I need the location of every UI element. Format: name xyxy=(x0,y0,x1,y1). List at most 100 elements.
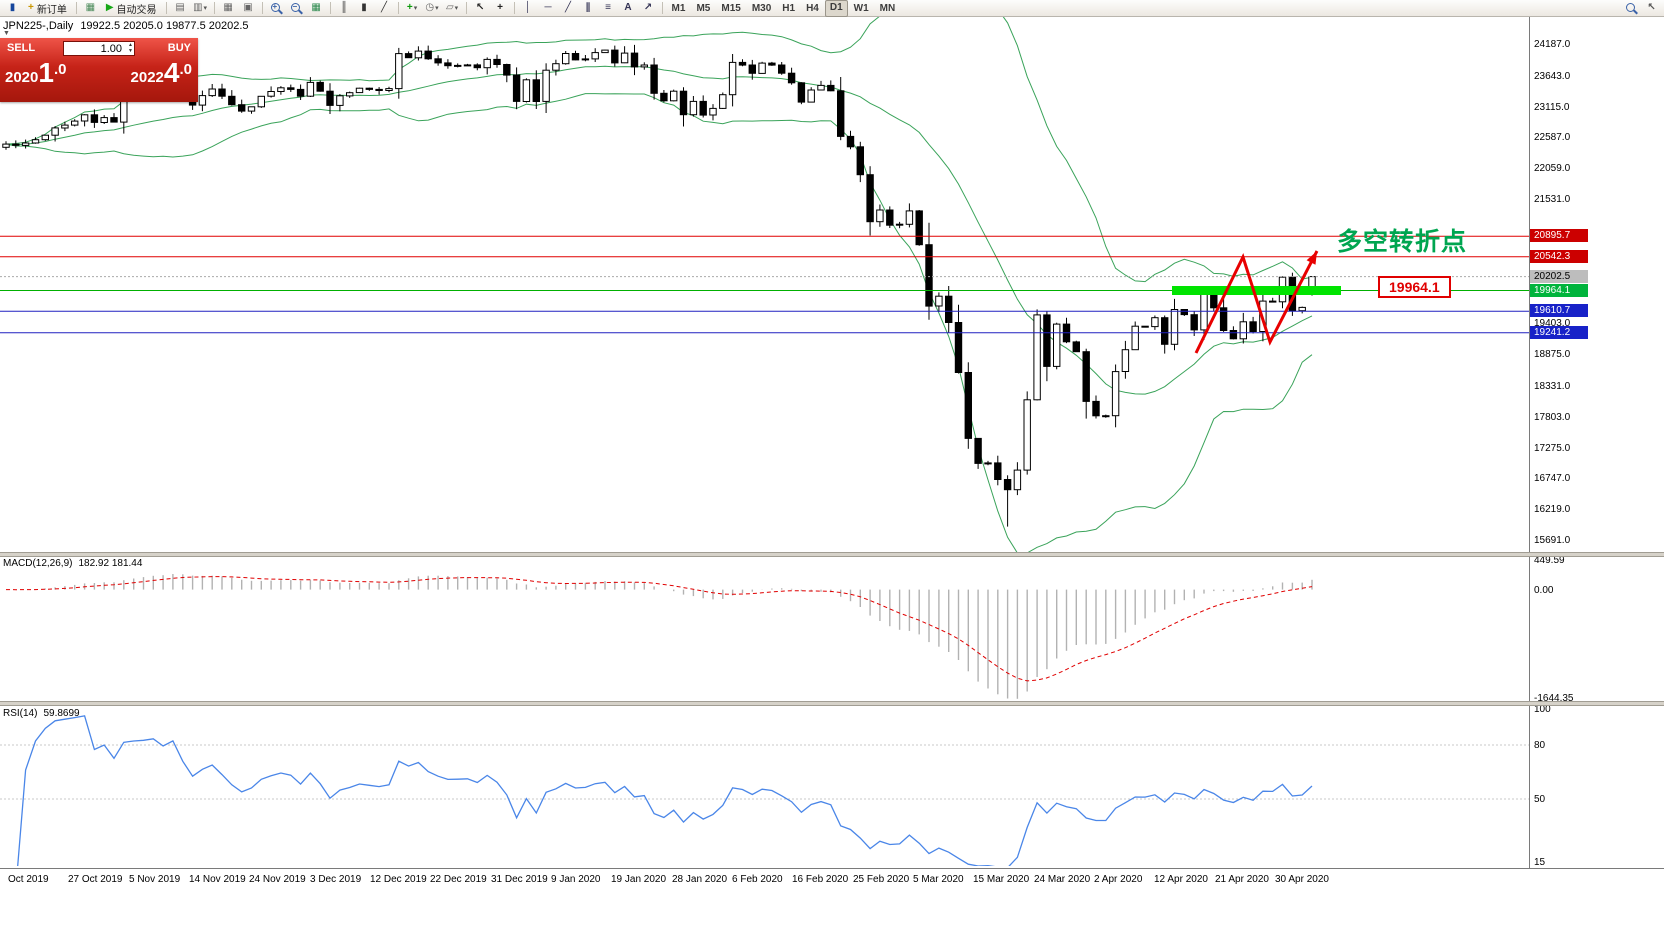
pane-splitter-macd[interactable] xyxy=(0,552,1664,557)
templates-icon[interactable]: ▱ ▾ xyxy=(443,1,462,16)
date-axis-label: 30 Apr 2020 xyxy=(1275,874,1329,885)
text-tool-icon[interactable]: A xyxy=(619,1,638,16)
timeframe-button-H1[interactable]: H1 xyxy=(782,2,796,14)
price-axis-label: 15691.0 xyxy=(1534,535,1571,546)
candles-series xyxy=(2,44,1316,527)
period-clock-icon: ◷ xyxy=(425,2,435,13)
pane-splitter-rsi[interactable] xyxy=(0,701,1664,706)
timeframe-button-M30[interactable]: M30 xyxy=(751,2,772,14)
date-axis-label: 28 Jan 2020 xyxy=(672,874,728,885)
rsi-line xyxy=(17,715,1313,866)
add-indicator-icon[interactable]: + ▾ xyxy=(403,1,422,16)
crosshair-icon[interactable]: + xyxy=(491,1,510,16)
volume-input[interactable]: 1.00 ▲ ▼ xyxy=(63,41,135,56)
autotrading-button[interactable]: ▶ 自动交易 xyxy=(101,1,162,16)
bollinger-upper-band xyxy=(5,17,1313,283)
zoom-out-icon[interactable]: − xyxy=(287,1,306,16)
annotation-green-band[interactable] xyxy=(1172,286,1341,295)
date-axis-label: 22 Dec 2019 xyxy=(430,874,487,885)
macd-values: 182.92 181.44 xyxy=(78,558,143,569)
date-axis-label: 9 Jan 2020 xyxy=(551,874,601,885)
main-toolbar: ▮ + 新订单 ▦ ▶ 自动交易 ▤ ▥ ▾ ▦ ▣ + − ▦ ║ ▮ ╱ + ▾ ◷ ▾ ▱ ▾ ↖ + │ ─ ╱ ∥ ≡ A ↗ M1 M… xyxy=(0,0,1664,17)
date-axis-label: 14 Nov 2019 xyxy=(189,874,246,885)
price-axis-label: 23115.0 xyxy=(1534,102,1570,113)
cascade-windows-icon[interactable]: ▣ xyxy=(239,1,258,16)
rsi-axis-label: 50 xyxy=(1534,794,1546,805)
date-axis-label: 25 Feb 2020 xyxy=(853,874,910,885)
one-click-top-row: SELL 1.00 ▲ ▼ BUY xyxy=(0,38,198,58)
price-axis[interactable]: 24187.0 23643.0 23115.0 22587.0 22059.0 21531… xyxy=(1529,17,1664,868)
price-chart-pane[interactable] xyxy=(0,17,1529,553)
indicator-list-icon[interactable]: ▦ xyxy=(81,1,100,16)
crosshair-icon: + xyxy=(497,2,503,13)
new-order-button[interactable]: + 新订单 xyxy=(23,1,72,16)
volume-stepper[interactable]: ▲ ▼ xyxy=(128,42,133,54)
cursor-icon[interactable]: ↖ xyxy=(471,1,490,16)
auto-arrange-icon[interactable]: ▦ xyxy=(307,1,326,16)
candlestick-chart-icon[interactable]: ▮ xyxy=(355,1,374,16)
timeframe-button-M15[interactable]: M15 xyxy=(721,2,741,14)
period-clock-icon[interactable]: ◷ ▾ xyxy=(423,1,442,16)
vertical-line-icon[interactable]: │ xyxy=(519,1,538,16)
time-axis[interactable]: Oct 2019 27 Oct 2019 5 Nov 2019 14 Nov 2019… xyxy=(0,868,1664,891)
price-tag-19610.7: 19610.7 xyxy=(1530,304,1588,317)
add-indicator-icon: + xyxy=(406,2,413,13)
quick-search-icon[interactable] xyxy=(1622,1,1641,16)
timeframe-button-M5[interactable]: M5 xyxy=(696,2,711,14)
buy-button[interactable]: 20224.0 xyxy=(130,57,192,88)
trendline-icon[interactable]: ╱ xyxy=(559,1,578,16)
line-chart-icon[interactable]: ╱ xyxy=(375,1,394,16)
arrows-tool-icon: ↗ xyxy=(643,2,653,13)
pointer-icon[interactable]: ↖ xyxy=(1642,1,1661,16)
sell-button[interactable]: 20201.0 xyxy=(5,57,67,88)
price-axis-label: 22587.0 xyxy=(1534,132,1571,143)
buy-label: BUY xyxy=(167,42,191,54)
chart-window[interactable]: JPN225-,Daily 19922.5 20205.0 19877.5 202… xyxy=(0,17,1664,940)
timeframe-button-H4[interactable]: H4 xyxy=(806,2,819,14)
macd-header: MACD(12,26,9) 182.92 181.44 xyxy=(3,558,148,569)
zoom-in-icon[interactable]: + xyxy=(267,1,286,16)
chevron-down-icon: ▾ xyxy=(413,5,418,12)
rsi-pane[interactable] xyxy=(0,705,1529,866)
date-axis-label: 31 Dec 2019 xyxy=(491,874,548,885)
text-tool-icon: A xyxy=(624,2,632,13)
date-axis-label: 19 Jan 2020 xyxy=(611,874,667,885)
toolbar-separator xyxy=(513,2,515,14)
annotation-turning-point-text[interactable]: 多空转折点 xyxy=(1337,228,1468,256)
fibonacci-icon[interactable]: ≡ xyxy=(599,1,618,16)
chevron-down-icon: ▾ xyxy=(435,5,439,12)
annotation-price-label[interactable]: 19964.1 xyxy=(1378,276,1451,298)
new-chart-icon[interactable]: ▤ xyxy=(171,1,190,16)
chart-ohlc-values: 19922.5 20205.0 19877.5 20202.5 xyxy=(80,20,249,32)
tile-windows-icon[interactable]: ▦ xyxy=(219,1,238,16)
new-chart-icon: ▤ xyxy=(175,2,185,13)
date-axis-label: 12 Apr 2020 xyxy=(1154,874,1208,885)
price-axis-label: 19403.0 xyxy=(1534,318,1571,329)
macd-label: MACD(12,26,9) xyxy=(3,558,73,569)
price-axis-label: 23643.0 xyxy=(1534,71,1571,82)
bar-chart-icon[interactable]: ║ xyxy=(335,1,354,16)
price-axis-label: 24187.0 xyxy=(1534,39,1571,50)
channel-icon: ∥ xyxy=(585,2,591,13)
price-axis-label: 17803.0 xyxy=(1534,412,1571,423)
timeframe-button-D1[interactable]: D1 xyxy=(824,0,848,17)
horizontal-line-icon[interactable]: ─ xyxy=(539,1,558,16)
volume-up-icon[interactable]: ▲ xyxy=(128,42,133,48)
line-chart-icon: ╱ xyxy=(381,2,388,13)
one-click-collapse-arrow[interactable]: ▼ xyxy=(3,30,10,37)
price-axis-label: 18331.0 xyxy=(1534,381,1571,392)
candlestick-chart-icon: ▮ xyxy=(361,2,367,13)
timeframe-button-MN[interactable]: MN xyxy=(879,2,896,14)
volume-down-icon[interactable]: ▼ xyxy=(128,48,133,54)
rsi-axis-label: 100 xyxy=(1534,704,1551,715)
terminal-icon[interactable]: ▮ xyxy=(3,1,22,16)
profiles-icon[interactable]: ▥ ▾ xyxy=(191,1,210,16)
channel-icon[interactable]: ∥ xyxy=(579,1,598,16)
arrows-tool-icon[interactable]: ↗ xyxy=(639,1,658,16)
timeframe-button-W1[interactable]: W1 xyxy=(853,2,869,14)
one-click-trading-panel: SELL 1.00 ▲ ▼ BUY 20201.0 20224.0 xyxy=(0,38,198,102)
macd-pane[interactable] xyxy=(0,556,1529,702)
toolbar-separator xyxy=(213,2,215,14)
timeframe-button-M1[interactable]: M1 xyxy=(671,2,686,14)
annotation-zigzag-arrow[interactable] xyxy=(1194,250,1319,354)
